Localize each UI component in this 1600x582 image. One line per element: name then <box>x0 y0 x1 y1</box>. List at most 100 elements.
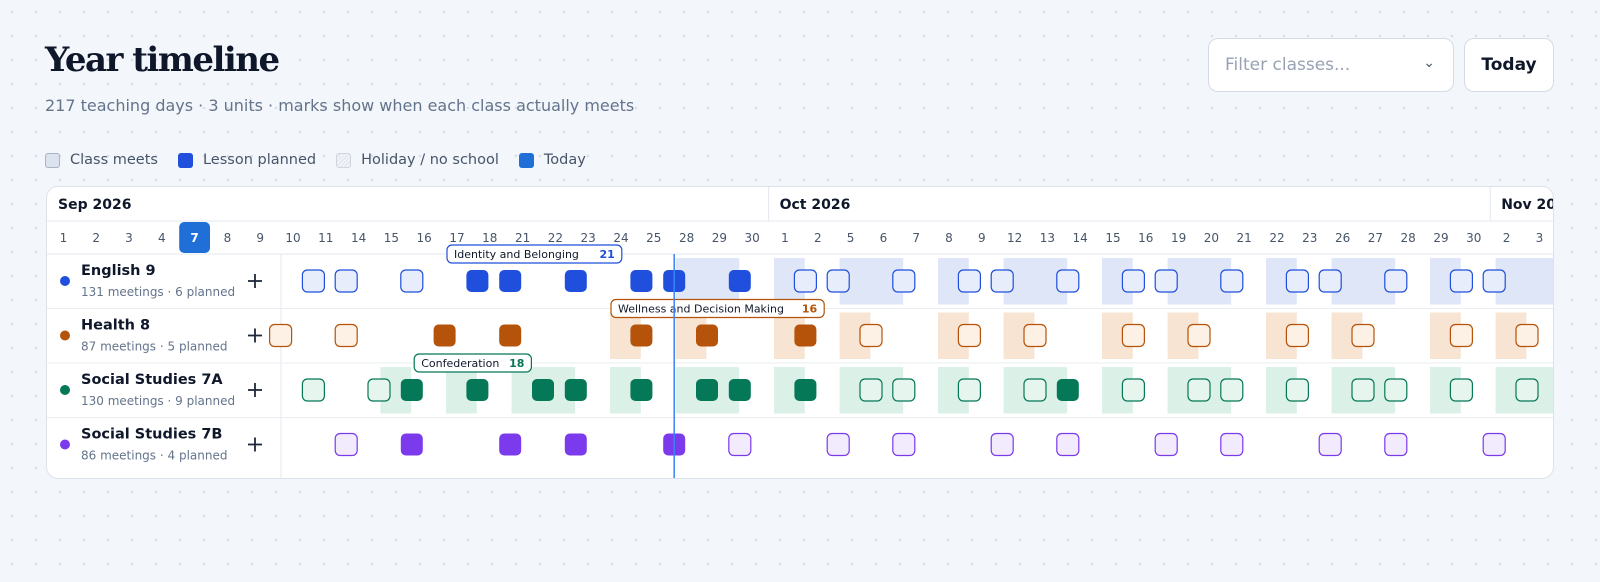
class-meets-mark[interactable] <box>1121 323 1146 348</box>
class-color-dot-icon <box>60 330 70 341</box>
unit-tag[interactable] <box>610 298 825 319</box>
class-meets-mark[interactable] <box>1285 378 1310 402</box>
lesson-planned-mark[interactable] <box>696 379 718 401</box>
class-meets-mark[interactable] <box>1515 378 1539 402</box>
class-meets-mark[interactable] <box>367 378 391 402</box>
lesson-planned-mark[interactable] <box>794 324 817 347</box>
class-meets-mark[interactable] <box>892 269 916 293</box>
add-lesson-button[interactable] <box>248 274 262 288</box>
class-meets-mark[interactable] <box>1515 323 1539 348</box>
day-label: 12 <box>1007 231 1022 245</box>
class-meets-mark[interactable] <box>990 269 1014 293</box>
class-meets-mark[interactable] <box>1318 432 1342 457</box>
class-meets-mark[interactable] <box>1187 323 1211 348</box>
chevron-down-icon: ⌄ <box>1423 55 1435 71</box>
class-meets-mark[interactable] <box>334 323 358 348</box>
class-name: English 9 <box>81 263 156 279</box>
today-button[interactable]: Today <box>1464 38 1554 92</box>
class-meets-mark[interactable] <box>1121 378 1146 402</box>
class-meets-mark[interactable] <box>301 269 325 293</box>
class-meets-mark[interactable] <box>1056 269 1080 293</box>
class-meets-mark[interactable] <box>269 323 293 348</box>
class-meets-mark[interactable] <box>1384 432 1408 457</box>
class-meets-mark[interactable] <box>1318 269 1342 293</box>
class-meets-mark[interactable] <box>1187 378 1211 402</box>
add-lesson-button[interactable] <box>248 383 262 397</box>
class-meets-mark[interactable] <box>334 432 358 457</box>
class-meets-mark[interactable] <box>1449 378 1474 402</box>
lesson-planned-mark[interactable] <box>466 379 489 401</box>
class-meets-mark[interactable] <box>859 323 883 348</box>
class-meets-mark[interactable] <box>1482 432 1506 457</box>
page-title: Year timeline <box>45 40 280 80</box>
class-meets-mark[interactable] <box>1023 378 1047 402</box>
lesson-planned-mark[interactable] <box>728 270 751 292</box>
lesson-planned-mark[interactable] <box>564 433 587 456</box>
class-meets-mark[interactable] <box>1285 269 1310 293</box>
lesson-planned-mark[interactable] <box>433 324 456 347</box>
class-meets-mark[interactable] <box>1220 378 1244 402</box>
class-meets-mark[interactable] <box>957 323 982 348</box>
class-meets-mark[interactable] <box>892 432 916 457</box>
class-meets-mark[interactable] <box>1154 432 1178 457</box>
meeting-band <box>675 258 740 305</box>
class-meets-mark[interactable] <box>1384 269 1408 293</box>
class-meets-mark[interactable] <box>1220 269 1244 293</box>
class-meets-mark[interactable] <box>1154 269 1178 293</box>
lesson-planned-mark[interactable] <box>499 433 522 456</box>
day-label: 3 <box>125 231 133 245</box>
lesson-planned-mark[interactable] <box>400 379 423 401</box>
day-label: 1 <box>781 231 789 245</box>
class-meets-mark[interactable] <box>957 269 982 293</box>
class-meets-mark[interactable] <box>1449 269 1474 293</box>
unit-tag[interactable] <box>446 244 623 264</box>
class-meets-mark[interactable] <box>826 432 850 457</box>
unit-tag[interactable] <box>413 353 533 373</box>
day-label: 30 <box>745 231 760 245</box>
class-meets-mark[interactable] <box>400 269 424 293</box>
day-label: 5 <box>847 231 855 245</box>
class-meets-mark[interactable] <box>301 378 325 402</box>
unit-tag-count: 21 <box>599 248 614 261</box>
month-label: Sep 2026 <box>58 197 131 213</box>
class-meets-mark[interactable] <box>1351 378 1375 402</box>
day-label: 14 <box>1073 231 1088 245</box>
add-lesson-button[interactable] <box>248 437 262 452</box>
lesson-planned-mark[interactable] <box>466 270 489 292</box>
class-meets-mark[interactable] <box>859 378 883 402</box>
filter-classes-select[interactable]: Filter classes... ⌄ <box>1208 38 1454 92</box>
lesson-planned-mark[interactable] <box>794 379 817 401</box>
class-meets-mark[interactable] <box>957 378 982 402</box>
class-meets-mark[interactable] <box>1351 323 1375 348</box>
add-lesson-button[interactable] <box>248 328 262 343</box>
class-meets-mark[interactable] <box>334 269 358 293</box>
class-meets-mark[interactable] <box>728 432 752 457</box>
day-label: 20 <box>1204 231 1219 245</box>
lesson-planned-mark[interactable] <box>630 324 653 347</box>
class-meets-mark[interactable] <box>990 432 1014 457</box>
lesson-planned-mark[interactable] <box>564 270 587 292</box>
class-meets-mark[interactable] <box>1220 432 1244 457</box>
class-meets-mark[interactable] <box>793 269 818 293</box>
lesson-planned-mark[interactable] <box>1056 379 1079 401</box>
class-meets-mark[interactable] <box>1384 378 1408 402</box>
lesson-planned-mark[interactable] <box>499 324 522 347</box>
class-meets-mark[interactable] <box>1449 323 1474 348</box>
lesson-planned-mark[interactable] <box>630 270 653 292</box>
lesson-planned-mark[interactable] <box>499 270 522 292</box>
lesson-planned-mark[interactable] <box>564 379 587 401</box>
day-label: 29 <box>712 231 727 245</box>
lesson-planned-mark[interactable] <box>532 379 554 401</box>
class-meets-mark[interactable] <box>1056 432 1080 457</box>
class-meets-mark[interactable] <box>1121 269 1146 293</box>
lesson-planned-mark[interactable] <box>630 379 653 401</box>
class-meets-mark[interactable] <box>826 269 850 293</box>
class-meets-mark[interactable] <box>1285 323 1310 348</box>
class-meets-mark[interactable] <box>1023 323 1047 348</box>
lesson-planned-mark[interactable] <box>400 433 423 456</box>
lesson-planned-mark[interactable] <box>696 324 718 347</box>
class-meets-mark[interactable] <box>892 378 916 402</box>
lesson-planned-mark[interactable] <box>728 379 751 401</box>
class-meets-mark[interactable] <box>1482 269 1506 293</box>
